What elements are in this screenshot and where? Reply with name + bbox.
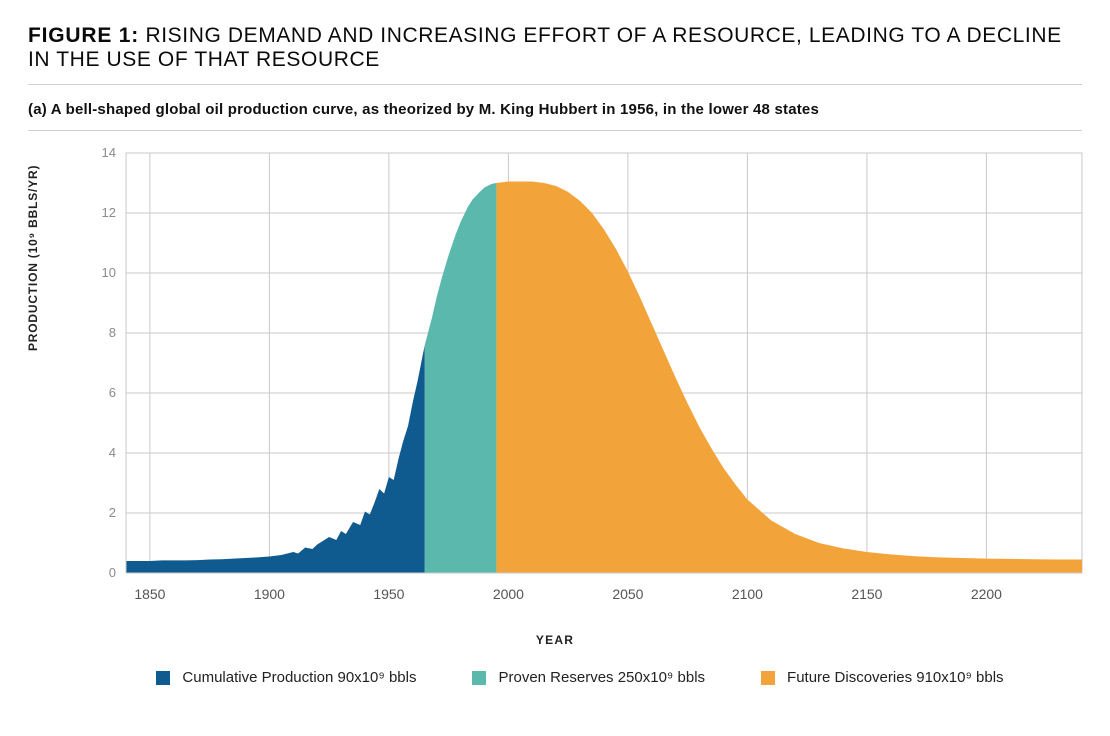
- divider-sub: [28, 130, 1082, 131]
- divider-top: [28, 84, 1082, 85]
- y-tick-label: 14: [102, 145, 116, 160]
- x-tick-label: 1950: [373, 586, 404, 602]
- x-tick-label: 2200: [971, 586, 1002, 602]
- figure-title: FIGURE 1: RISING DEMAND AND INCREASING E…: [28, 24, 1082, 72]
- x-tick-label: 1850: [134, 586, 165, 602]
- legend: Cumulative Production 90x10⁹ bbls Proven …: [78, 669, 1082, 686]
- figure-container: FIGURE 1: RISING DEMAND AND INCREASING E…: [0, 0, 1110, 661]
- series-area-proven: [425, 183, 497, 573]
- y-tick-label: 12: [102, 205, 116, 220]
- legend-item-future: Future Discoveries 910x10⁹ bbls: [761, 669, 1004, 686]
- chart-zone: PRODUCTION (10⁹ BBLS/YR) 1850 1900 1950 200…: [28, 141, 1082, 661]
- x-tick-label: 1900: [254, 586, 285, 602]
- x-tick-label: 2150: [851, 586, 882, 602]
- x-tick-label: 2000: [493, 586, 524, 602]
- y-axis-label: PRODUCTION (10⁹ BBLS/YR): [26, 165, 40, 351]
- y-tick-label: 6: [109, 385, 116, 400]
- legend-swatch: [472, 671, 486, 685]
- y-tick-label: 0: [109, 565, 116, 580]
- y-tick-label: 2: [109, 505, 116, 520]
- legend-swatch: [761, 671, 775, 685]
- figure-number: FIGURE 1:: [28, 24, 139, 47]
- y-tick-label: 10: [102, 265, 116, 280]
- legend-label: Proven Reserves 250x10⁹ bbls: [498, 669, 705, 686]
- legend-label: Cumulative Production 90x10⁹ bbls: [182, 669, 416, 686]
- series-area-future: [496, 182, 1082, 574]
- area-chart: 1850 1900 1950 2000 2050 2100 2150 2200 0 2 4 6 8 10 1…: [78, 141, 1088, 621]
- legend-item-proven: Proven Reserves 250x10⁹ bbls: [472, 669, 705, 686]
- legend-swatch: [156, 671, 170, 685]
- figure-subtitle: (a) A bell-shaped global oil production …: [28, 101, 1082, 118]
- x-tick-label: 2050: [612, 586, 643, 602]
- x-tick-label: 2100: [732, 586, 763, 602]
- y-tick-label: 4: [109, 445, 116, 460]
- y-tick-label: 8: [109, 325, 116, 340]
- legend-item-cumulative: Cumulative Production 90x10⁹ bbls: [156, 669, 416, 686]
- legend-label: Future Discoveries 910x10⁹ bbls: [787, 669, 1004, 686]
- figure-title-text: RISING DEMAND AND INCREASING EFFORT OF A…: [28, 24, 1062, 71]
- series-area-cumulative: [126, 345, 425, 573]
- x-axis-label: YEAR: [28, 633, 1082, 647]
